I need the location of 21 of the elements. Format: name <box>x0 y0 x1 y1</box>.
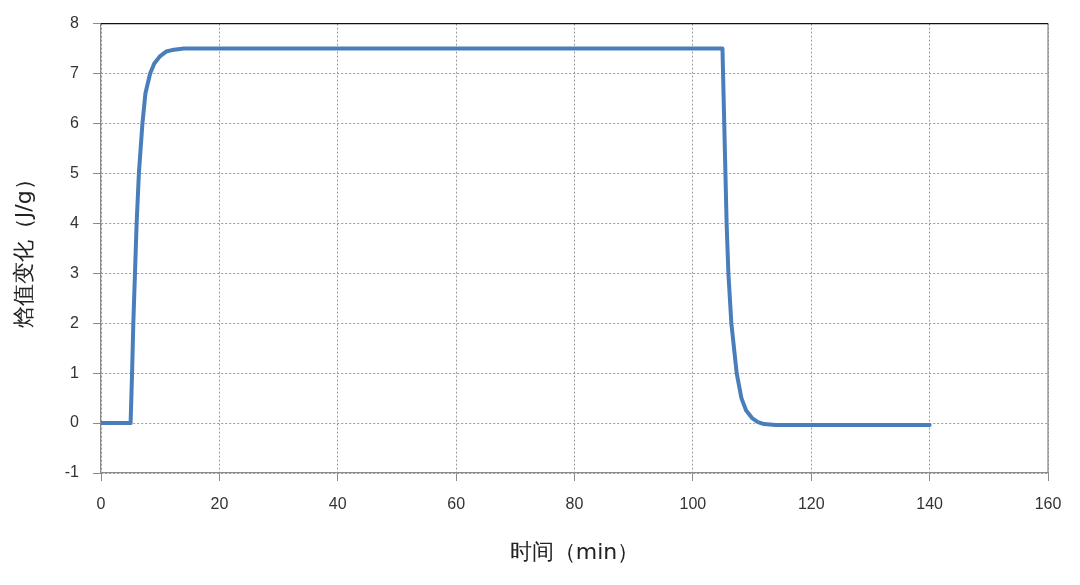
y-axis-title: 焓值变化（J/g） <box>10 168 36 329</box>
y-tick-label: -1 <box>64 463 80 481</box>
x-tick-label: 100 <box>679 495 707 513</box>
y-tick-label: 2 <box>70 313 80 331</box>
x-tick-label: 140 <box>916 495 944 513</box>
y-tick-label: 6 <box>70 113 80 131</box>
y-tick-label: 1 <box>70 363 80 381</box>
y-tick-label: 8 <box>70 14 80 32</box>
y-tick-label: 0 <box>70 413 80 431</box>
x-tick-label: 20 <box>210 495 229 513</box>
y-tick-label: 5 <box>70 163 80 181</box>
y-tick-label: 3 <box>70 263 80 281</box>
y-tick-label: 7 <box>70 63 80 81</box>
x-tick-label: 60 <box>447 495 466 513</box>
x-tick-label: 120 <box>797 495 825 513</box>
x-tick-label: 0 <box>96 495 106 513</box>
x-tick-label: 160 <box>1034 495 1062 513</box>
x-tick-label: 80 <box>565 495 584 513</box>
x-axis-title: 时间（min） <box>509 538 640 564</box>
x-tick-label: 40 <box>328 495 347 513</box>
y-tick-label: 4 <box>70 213 80 231</box>
